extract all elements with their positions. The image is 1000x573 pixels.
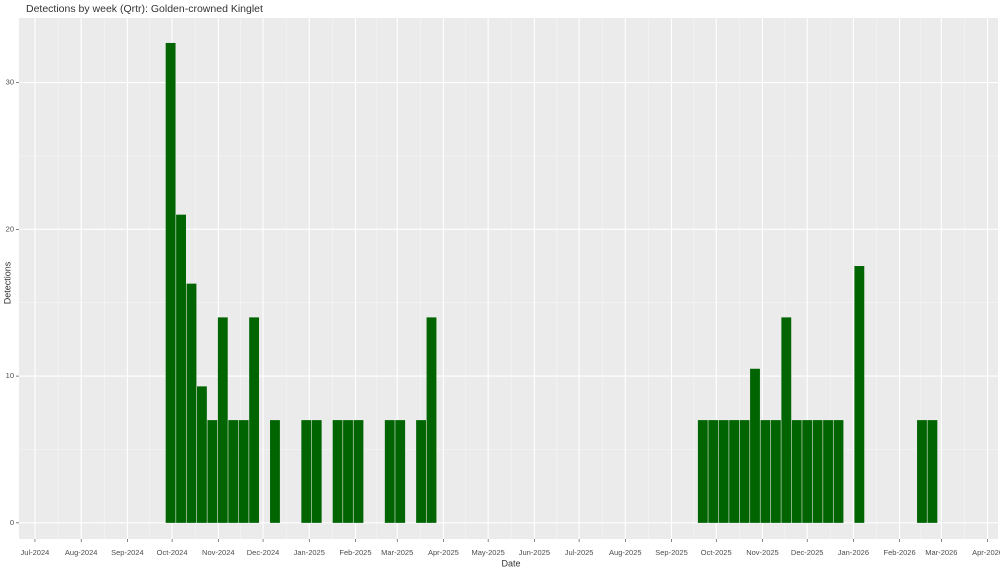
bar <box>791 420 802 523</box>
bar <box>760 420 771 523</box>
x-tick-label: Nov-2024 <box>202 548 235 557</box>
bar <box>781 317 792 523</box>
bar <box>217 317 228 523</box>
bar <box>802 420 813 523</box>
bar <box>238 420 249 523</box>
x-tick-label: Apr-2026 <box>972 548 1000 557</box>
x-tick-label: Feb-2025 <box>339 548 371 557</box>
x-tick-label: Jul-2025 <box>565 548 594 557</box>
bar <box>353 420 364 523</box>
x-tick-label: Jul-2024 <box>21 548 50 557</box>
bar <box>384 420 395 523</box>
y-tick-label: 30 <box>6 78 14 87</box>
y-tick-label: 0 <box>10 518 14 527</box>
x-tick-label: Nov-2025 <box>746 548 779 557</box>
bar <box>416 420 426 523</box>
x-tick-label: Dec-2024 <box>247 548 280 557</box>
bar <box>228 420 239 523</box>
chart-title: Detections by week (Qrtr): Golden-crowne… <box>26 3 263 15</box>
bar <box>927 420 938 523</box>
bar <box>718 420 729 523</box>
bar <box>311 420 322 523</box>
x-tick-label: Jun-2025 <box>519 548 550 557</box>
bar <box>332 420 343 523</box>
bar <box>270 420 280 523</box>
x-tick-label: Aug-2024 <box>65 548 98 557</box>
bar <box>186 283 197 523</box>
x-tick-label: Dec-2025 <box>791 548 824 557</box>
x-tick-label: Apr-2025 <box>428 548 459 557</box>
bar <box>197 386 207 523</box>
x-tick-label: May-2025 <box>471 548 504 557</box>
x-tick-label: Mar-2026 <box>925 548 957 557</box>
bar <box>729 420 740 523</box>
bar <box>823 420 833 523</box>
x-tick-label: Aug-2025 <box>609 548 642 557</box>
x-tick-label: Jan-2026 <box>838 548 869 557</box>
bar <box>426 317 437 523</box>
bar <box>770 420 781 523</box>
x-axis-label: Date <box>501 558 520 568</box>
x-tick-label: Feb-2026 <box>884 548 916 557</box>
x-tick-label: Sep-2024 <box>111 548 144 557</box>
bar <box>812 420 823 523</box>
x-tick-label: Oct-2024 <box>157 548 188 557</box>
bar <box>697 420 708 523</box>
bar <box>207 420 218 523</box>
bar <box>833 420 844 523</box>
y-tick-label: 10 <box>6 371 14 380</box>
bar <box>176 214 186 523</box>
bar <box>395 420 406 523</box>
x-tick-label: Sep-2025 <box>655 548 688 557</box>
x-tick-label: Oct-2025 <box>701 548 732 557</box>
bar <box>750 368 760 523</box>
bar <box>301 420 312 523</box>
x-tick-label: Jan-2025 <box>294 548 325 557</box>
bar <box>249 317 260 523</box>
bar <box>708 420 719 523</box>
bar <box>343 420 353 523</box>
bar <box>739 420 750 523</box>
bar <box>854 266 865 523</box>
bar <box>165 42 176 523</box>
bar <box>917 420 927 523</box>
x-tick-label: Mar-2025 <box>381 548 413 557</box>
y-axis-label: Detections <box>2 261 12 304</box>
y-tick-label: 20 <box>6 224 14 233</box>
